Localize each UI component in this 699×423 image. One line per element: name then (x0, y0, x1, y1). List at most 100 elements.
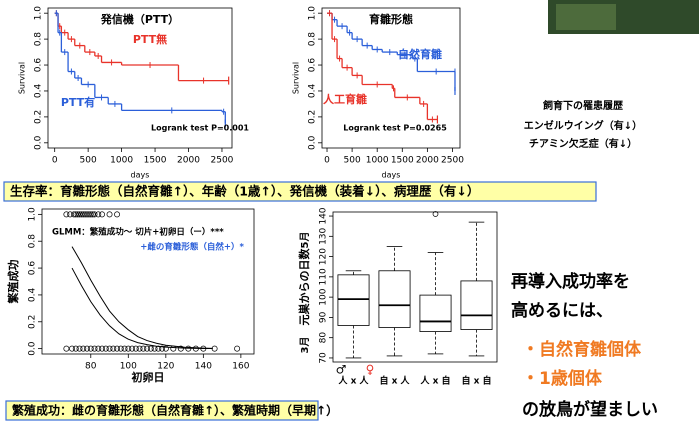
data-point (84, 211, 90, 218)
data-point (129, 345, 136, 352)
data-point (70, 211, 77, 218)
annotation: Logrank test P=0.0265 (343, 124, 447, 133)
y-tick-label: 90 (319, 311, 329, 323)
x-tick-label: 人 x 人 (337, 375, 369, 387)
legend-label: 自然育雛 (398, 47, 442, 61)
data-point (140, 345, 147, 352)
y-tick-label: 70 (319, 352, 329, 364)
data-point (170, 345, 177, 352)
x-axis-label: days (382, 171, 401, 180)
conclusion-line: 高めるには、 (511, 300, 613, 321)
data-point (106, 211, 113, 218)
y-tick-label: 120 (319, 248, 329, 265)
data-point (63, 345, 70, 352)
x-tick-label: 500 (344, 156, 361, 166)
y-tick-label: 0.6 (34, 58, 44, 73)
conclusion-line: ・1歳個体 (522, 368, 603, 389)
data-point (74, 211, 81, 218)
legend-label: PTT無 (133, 32, 167, 46)
box (337, 274, 370, 326)
data-point (162, 345, 169, 352)
data-point (78, 211, 85, 218)
y-tick-label: 0.6 (28, 261, 38, 276)
data-point (72, 345, 79, 352)
x-axis-label: 初卵日 (132, 370, 165, 384)
plot-frame (47, 7, 233, 149)
data-point (72, 211, 79, 218)
data-point (84, 345, 90, 352)
data-point (106, 345, 113, 352)
x-tick-label: 500 (80, 156, 97, 166)
plot-frame (41, 208, 255, 355)
y-tick-label: 0.0 (308, 135, 318, 150)
data-point (102, 345, 109, 352)
banner: 繁殖成功：雌の育雛形態（自然育雛↑）、繁殖時期（早期↑） (12, 403, 338, 418)
data-point (99, 211, 105, 218)
banner-box (5, 400, 319, 421)
y-axis-label: 元巣からの日数 (297, 248, 311, 326)
female-symbol: ♀ (366, 363, 375, 377)
data-point (87, 211, 94, 218)
data-point (85, 211, 92, 218)
x-tick-label: 自 x 人 (379, 375, 410, 387)
y-tick-label: 1.0 (28, 207, 38, 222)
y-tick-label: 0.8 (34, 32, 44, 47)
annotation: +雌の育雛形態（自然+）* (140, 242, 244, 253)
y-tick-label: 0.2 (308, 110, 318, 124)
data-point (76, 345, 83, 352)
y-tick-label: 0.2 (28, 315, 38, 329)
data-point (89, 211, 96, 218)
data-point (80, 345, 87, 352)
y-tick-label: 140 (319, 207, 329, 224)
x-tick-label: 2500 (211, 156, 234, 166)
data-point (69, 345, 75, 352)
legend-label: 人工育雛 (323, 92, 367, 106)
x-tick-label: 2500 (441, 156, 464, 166)
data-point (125, 345, 132, 352)
annotation: GLMM：繁殖成功～ 切片+初卵日（ー）*** (52, 227, 224, 238)
y-tick-label: 0.6 (308, 58, 318, 73)
y-tick-label: 80 (319, 332, 329, 344)
data-point (67, 211, 74, 218)
x-tick-label: 120 (157, 362, 174, 372)
x-tick-label: 1000 (366, 156, 389, 166)
data-point (144, 345, 151, 352)
box (460, 280, 493, 330)
data-point (159, 345, 166, 352)
box (419, 294, 452, 332)
outlier (432, 211, 439, 217)
x-axis-label: days (131, 171, 150, 180)
data-point (117, 345, 124, 352)
month-label: 5月 (299, 232, 311, 249)
y-tick-label: 0.2 (34, 110, 44, 124)
y-tick-label: 0.4 (28, 288, 38, 303)
male-symbol: ♂ (336, 363, 347, 377)
y-axis-label: Survival (18, 62, 27, 94)
side-line: エンゼルウイング（有↓） (524, 119, 642, 132)
plot-frame (332, 211, 498, 363)
data-point (80, 211, 87, 218)
chart-title: 育雛形態 (369, 12, 413, 26)
data-point (211, 345, 218, 352)
data-point (82, 211, 89, 218)
annotation: Logrank test P=0.001 (151, 124, 249, 133)
data-point (192, 345, 199, 352)
y-tick-label: 110 (319, 268, 329, 285)
side-title: 飼育下の罹患履歴 (542, 99, 623, 112)
x-tick-label: 100 (120, 362, 137, 372)
x-tick-label: 160 (232, 362, 249, 372)
y-tick-label: 130 (319, 227, 329, 244)
y-tick-label: 0.0 (28, 341, 38, 356)
data-point (200, 345, 207, 352)
data-point (136, 345, 143, 352)
legend-label: PTT有 (61, 95, 95, 109)
y-axis-label: Survival (292, 62, 301, 94)
data-point (114, 345, 120, 352)
data-point (87, 345, 94, 352)
x-tick-label: 人 x 自 (419, 375, 450, 387)
data-point (110, 345, 117, 352)
data-point (234, 345, 241, 352)
data-point (91, 345, 98, 352)
banner: 生存率：育雛形態（自然育雛↑）、年齢（1歳↑）、発信機（装着↓）、病理歴（有↓） (10, 184, 479, 199)
data-point (185, 345, 192, 352)
